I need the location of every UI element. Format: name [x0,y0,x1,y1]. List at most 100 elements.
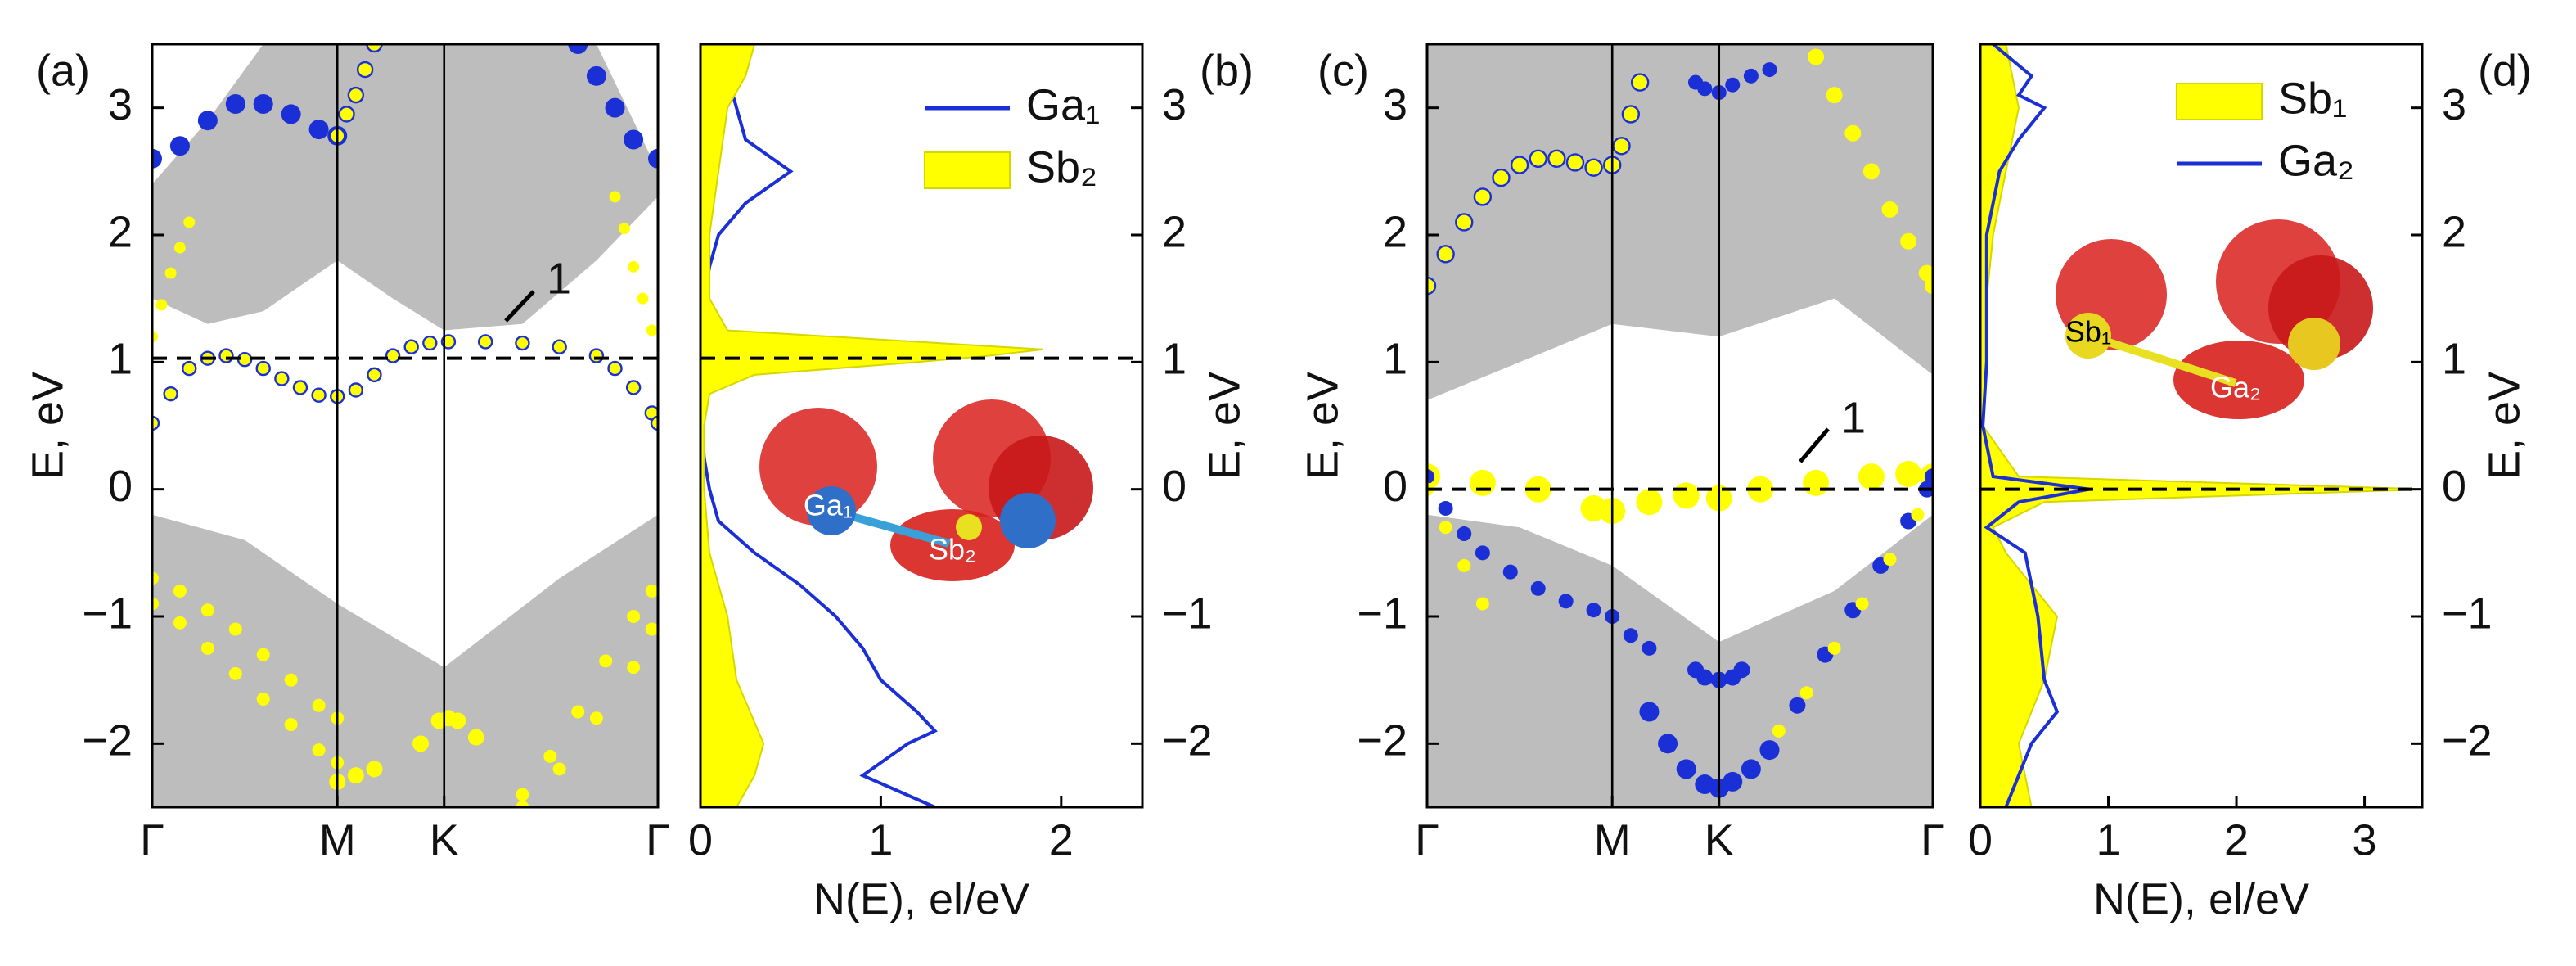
atom-label: Ga₂ [2210,371,2261,404]
band-point [255,360,271,377]
band-point [628,260,640,273]
band-point [609,191,621,203]
band-point [253,94,273,115]
x-tick-label: Γ [646,815,670,864]
band-point [637,292,649,305]
y-tick-label: 0 [2442,462,2466,511]
band-point [552,339,567,354]
orbital-inset: Ga₁ Sb₂ [759,399,1093,581]
band-point [1862,163,1880,180]
dos-area [700,44,1043,807]
band-point [477,334,493,350]
band-point [338,106,355,123]
band-point [1881,201,1898,218]
band-point [155,299,168,311]
band-point [312,698,326,712]
band-point [1925,278,1933,295]
atom [1000,493,1056,548]
band-point [1427,276,1437,296]
x-tick-label: 1 [868,815,893,864]
band-point [1586,603,1601,618]
band-point [284,718,298,732]
band-point [173,616,187,630]
band-point [347,767,364,784]
x-tick-label: 2 [2224,815,2249,864]
annotation: 1 [547,254,571,303]
dos-line [1981,44,2090,807]
band-point [568,44,588,54]
band-point [645,622,658,636]
band-point [1723,771,1743,792]
band-point [625,380,642,395]
y-tick-label: 2 [108,207,133,256]
annotation-pointer [504,290,535,323]
band-point [516,801,529,807]
band-point [366,44,383,53]
band-point [1639,702,1660,722]
band-point [1918,264,1933,282]
bulk-band [152,44,658,331]
band-point [1457,526,1472,542]
y-tick-label: 3 [1383,80,1407,129]
band-point [422,335,438,351]
band-point [183,216,196,228]
band-point [1438,500,1453,516]
y-tick-label: 1 [1162,335,1187,384]
band-point [1439,521,1452,535]
orbital-lobe [890,509,1015,581]
band-point [1799,686,1813,700]
band-point [1676,759,1696,779]
band-point [1455,213,1474,232]
dos-area [1980,44,2422,807]
band-point [197,111,218,131]
band-point [1844,124,1862,142]
x-tick-label: 3 [2353,815,2377,864]
x-tick-label: K [1705,815,1734,864]
band-point [225,94,245,115]
band-point [164,267,177,279]
x-axis-label: N(E), el/eV [813,874,1029,923]
plot-frame [699,43,1144,809]
band-point [1741,759,1761,779]
y-tick-label: −2 [2442,716,2493,765]
band-point [152,597,159,611]
band-point [366,761,383,778]
panel-label: (b) [1200,46,1254,95]
x-tick-label: 0 [688,815,713,864]
band-point [256,692,270,706]
x-tick-label: 0 [1968,815,1993,864]
band-point [618,223,630,235]
band-point [1623,628,1638,643]
band-point [385,348,401,363]
band-point [284,673,298,687]
band-point [607,360,623,377]
band-point [403,339,419,354]
legend-swatch [2176,83,2263,120]
band-point [552,762,566,776]
atom-label: Sb₂ [929,533,976,567]
legend-label: Sb₂ [1026,142,1097,192]
band-point [1457,558,1471,572]
band-point [467,729,484,746]
bulk-band [1427,44,1933,400]
band-point [173,242,186,254]
band-point [1673,482,1700,509]
atom [956,514,982,540]
plot-area [1980,44,2422,807]
plot-area [1427,44,1933,807]
band-point [152,415,160,431]
band-point [586,65,606,86]
band-point [645,584,658,598]
band-point [571,705,585,719]
y-axis-label: E, eV [2479,372,2529,480]
band-point [1584,158,1603,177]
band-point [218,348,234,363]
band-point [1558,594,1574,609]
band-point [173,584,187,598]
band-point [1547,149,1566,169]
annotation-pointer [1799,427,1830,463]
band-point [1826,87,1843,104]
band-point [1642,640,1657,656]
band-point [163,386,178,402]
y-tick-label: 2 [2442,207,2466,256]
